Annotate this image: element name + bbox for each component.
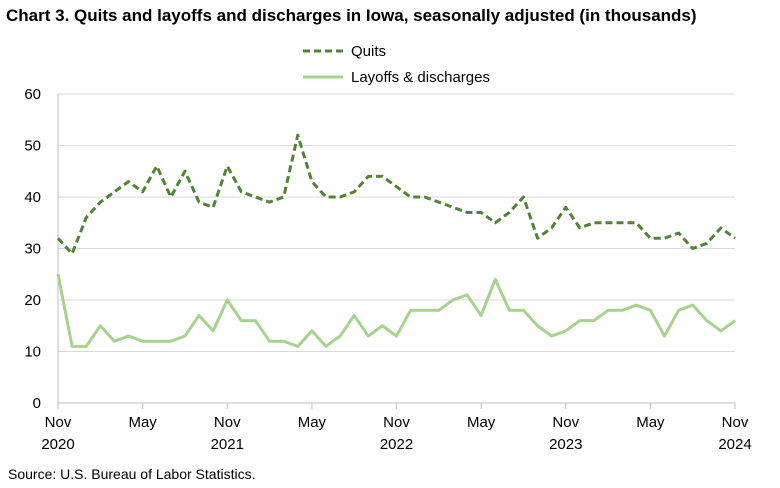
x-tick-label-month: Nov (383, 414, 410, 431)
x-tick-label-year: 2021 (211, 436, 244, 453)
x-tick-label-month: May (128, 414, 157, 431)
y-tick-label-10: 10 (24, 344, 41, 361)
y-tick-label-20: 20 (24, 292, 41, 309)
x-tick-label-month: Nov (214, 414, 241, 431)
source-note: Source: U.S. Bureau of Labor Statistics. (8, 466, 256, 482)
y-tick-label-30: 30 (24, 241, 41, 258)
x-tick-label-year: 2022 (380, 436, 413, 453)
x-tick-label-month: Nov (552, 414, 579, 431)
y-tick-label-40: 40 (24, 189, 41, 206)
series-lines (56, 133, 736, 348)
x-tick-label-year: 2024 (718, 436, 751, 453)
x-tick-label-month: Nov (722, 414, 749, 431)
chart-title: Chart 3. Quits and layoffs and discharge… (6, 6, 697, 25)
x-tick-label-month: Nov (45, 414, 72, 431)
x-tick-label-month: May (298, 414, 327, 431)
x-tick-label-year: 2023 (549, 436, 582, 453)
legend-label-quits: Quits (351, 43, 386, 60)
y-tick-label-60: 60 (24, 86, 41, 103)
series-line-layoffs-discharges (56, 273, 736, 348)
y-tick-label-50: 50 (24, 138, 41, 155)
x-tick-label-month: May (467, 414, 496, 431)
y-tick-label-0: 0 (33, 395, 41, 412)
legend: Quits Layoffs & discharges (303, 43, 490, 86)
gridlines (58, 93, 735, 352)
x-tick-label-month: May (636, 414, 665, 431)
legend-label-layoffs-discharges: Layoffs & discharges (351, 69, 490, 86)
axes: 0 10 20 30 40 50 60 Nov 2020 May Nov 2021 May Nov 2022… (24, 86, 751, 453)
series-line-quits (56, 133, 736, 256)
x-tick-label-year: 2020 (41, 436, 74, 453)
